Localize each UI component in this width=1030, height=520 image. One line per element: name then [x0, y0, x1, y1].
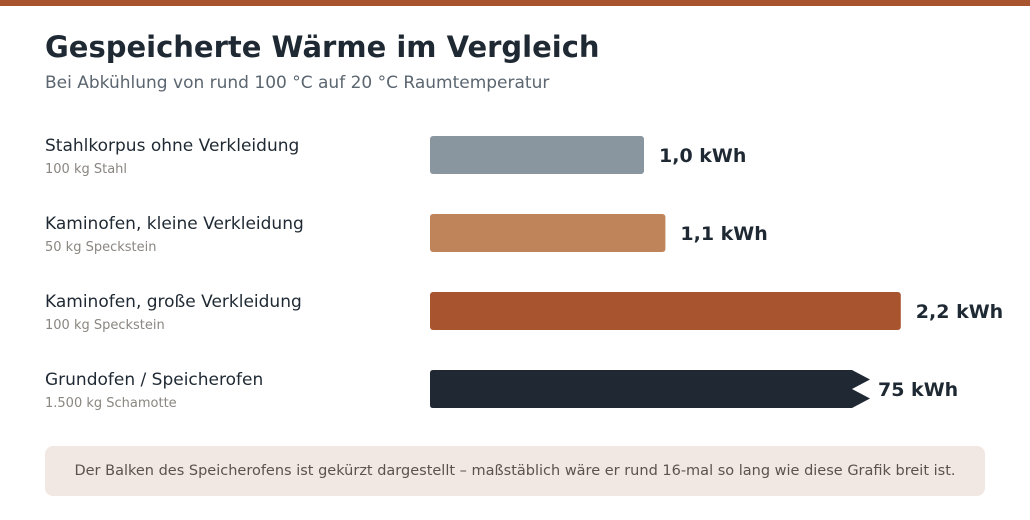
row-label: Stahlkorpus ohne Verkleidung — [45, 136, 300, 156]
bar-3 — [430, 292, 901, 330]
chart-subtitle: Bei Abkühlung von rund 100 °C auf 20 °C … — [45, 73, 550, 93]
truncation-note-text: Der Balken des Speicherofens ist gekürzt… — [74, 463, 956, 479]
bar-value-label: 1,0 kWh — [659, 145, 746, 167]
row-sublabel: 50 kg Speckstein — [45, 240, 157, 255]
truncation-note: Der Balken des Speicherofens ist gekürzt… — [45, 446, 985, 496]
bar-4-truncated — [430, 370, 870, 408]
bar-value-label: 75 kWh — [878, 379, 958, 401]
row-kaminofen-gross: Kaminofen, große Verkleidung 100 kg Spec… — [0, 292, 1030, 352]
row-sublabel: 100 kg Speckstein — [45, 318, 165, 333]
row-kaminofen-klein: Kaminofen, kleine Verkleidung 50 kg Spec… — [0, 214, 1030, 274]
row-grundofen: Grundofen / Speicherofen 1.500 kg Schamo… — [0, 370, 1030, 430]
bar-1 — [430, 136, 644, 174]
row-label: Kaminofen, große Verkleidung — [45, 292, 302, 312]
chart-title: Gespeicherte Wärme im Vergleich — [45, 30, 600, 64]
row-sublabel: 1.500 kg Schamotte — [45, 396, 177, 411]
row-label: Grundofen / Speicherofen — [45, 370, 264, 390]
row-stahlkorpus: Stahlkorpus ohne Verkleidung 100 kg Stah… — [0, 136, 1030, 196]
bar-2 — [430, 214, 666, 252]
row-sublabel: 100 kg Stahl — [45, 162, 128, 177]
row-label: Kaminofen, kleine Verkleidung — [45, 214, 304, 234]
bar-value-label: 1,1 kWh — [680, 223, 767, 245]
bar-value-label: 2,2 kWh — [916, 301, 1003, 323]
top-accent-rule — [0, 0, 1030, 6]
